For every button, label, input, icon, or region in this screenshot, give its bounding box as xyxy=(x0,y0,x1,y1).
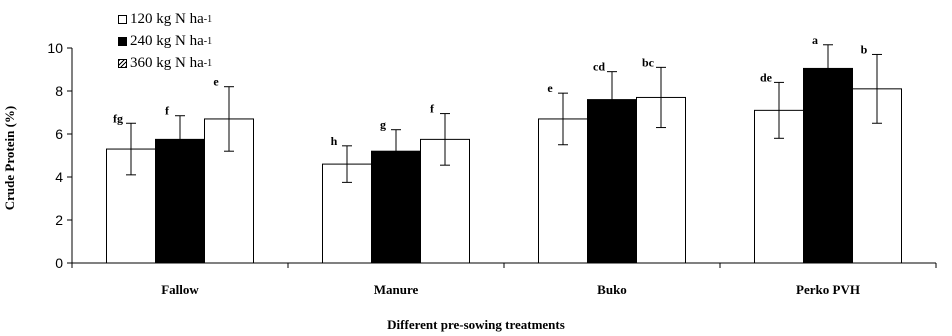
legend-item-120: 120 kg N ha -1 xyxy=(118,8,212,30)
category-label: Perko PVH xyxy=(796,282,860,297)
legend-label-240: 240 kg N ha xyxy=(130,32,204,49)
y-tick-label: 10 xyxy=(47,40,63,56)
significance-letter: f xyxy=(165,104,170,118)
legend-swatch-120 xyxy=(118,14,127,24)
legend-swatch-360 xyxy=(118,58,127,68)
significance-letter: de xyxy=(760,70,773,84)
category-label: Manure xyxy=(374,282,419,297)
y-tick-label: 8 xyxy=(55,83,63,99)
y-tick-label: 0 xyxy=(55,255,63,271)
category-label: Buko xyxy=(597,282,627,297)
x-axis-title: Different pre-sowing treatments xyxy=(387,317,565,332)
legend-sup-120: -1 xyxy=(203,13,213,25)
legend-sup-360: -1 xyxy=(203,57,213,69)
significance-letter: g xyxy=(380,118,386,132)
significance-letter: e xyxy=(547,81,553,95)
legend-label-360: 360 kg N ha xyxy=(130,54,204,71)
significance-letter: b xyxy=(861,42,868,56)
legend: 120 kg N ha -1 240 kg N ha -1 360 kg N ha -… xyxy=(118,8,212,74)
y-tick-label: 2 xyxy=(55,212,63,228)
y-axis-title: Crude Protein (%) xyxy=(2,105,17,211)
legend-swatch-240 xyxy=(118,36,127,46)
significance-letter: f xyxy=(430,102,435,116)
significance-letter: a xyxy=(812,33,818,47)
bar xyxy=(803,67,853,264)
y-tick-label: 4 xyxy=(55,169,63,185)
category-label: Fallow xyxy=(161,282,199,297)
legend-label-120: 120 kg N ha xyxy=(130,10,204,27)
legend-sup-240: -1 xyxy=(203,35,213,47)
significance-letter: h xyxy=(331,134,338,148)
legend-item-240: 240 kg N ha -1 xyxy=(118,30,212,52)
significance-letter: e xyxy=(213,75,219,89)
significance-letter: cd xyxy=(593,60,605,74)
legend-item-360: 360 kg N ha -1 xyxy=(118,52,212,74)
significance-letter: bc xyxy=(642,55,655,69)
y-tick-label: 6 xyxy=(55,126,63,142)
significance-letter: fg xyxy=(113,111,123,125)
